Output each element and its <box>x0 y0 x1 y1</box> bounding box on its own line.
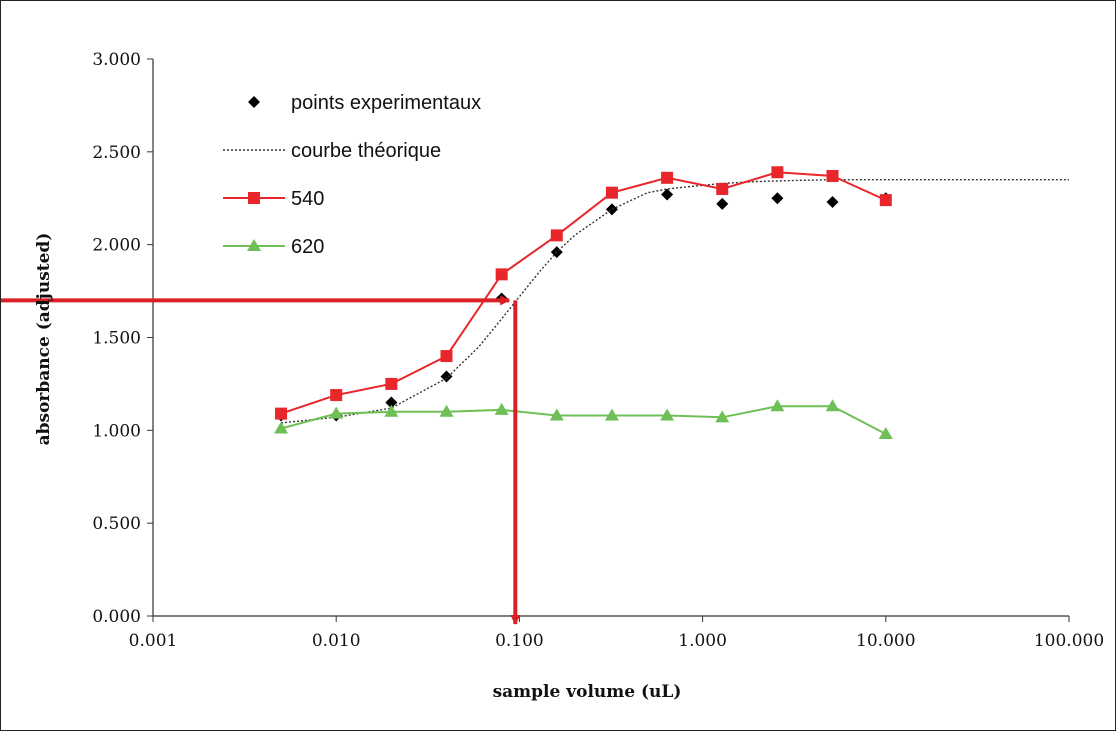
data-point <box>770 399 785 412</box>
data-point <box>385 377 398 390</box>
data-point <box>440 370 453 383</box>
legend-label: 540 <box>291 188 324 210</box>
x-tick-label: 100.000 <box>1034 631 1104 651</box>
data-point <box>495 268 508 281</box>
data-point <box>275 407 288 420</box>
series-620 <box>274 399 893 440</box>
data-point <box>549 408 564 421</box>
data-point <box>550 229 563 242</box>
data-point <box>494 402 509 415</box>
y-tick-label: 0.500 <box>92 514 141 534</box>
legend-marker <box>247 239 261 251</box>
data-point <box>329 406 344 419</box>
annotation-arrows <box>1 295 521 625</box>
y-axis-title: absorbance (adjusted) <box>34 233 54 446</box>
series-line <box>281 178 1069 424</box>
data-point <box>826 169 839 182</box>
data-point <box>384 404 399 417</box>
legend-label: courbe théorique <box>291 140 441 162</box>
axes: 0.000 0.500 1.000 1.500 2.000 2.500 3.000 0.001… <box>92 50 1104 651</box>
y-tick-label: 3.000 <box>92 50 141 70</box>
data-point <box>274 421 289 434</box>
data-point <box>771 192 784 205</box>
series-line <box>280 405 887 435</box>
legend-entry: courbe théorique <box>223 140 441 162</box>
data-point <box>715 410 730 423</box>
data-point <box>439 404 454 417</box>
series-line <box>280 171 887 415</box>
data-point <box>878 427 893 440</box>
x-tick-label: 10.000 <box>856 631 915 651</box>
x-tick-label: 0.010 <box>312 631 361 651</box>
y-tick-label: 0.000 <box>92 607 141 627</box>
data-point <box>771 166 784 179</box>
data-point <box>826 195 839 208</box>
data-point <box>825 399 840 412</box>
x-tick-label: 0.100 <box>495 631 544 651</box>
data-point <box>604 408 619 421</box>
legend-label: 620 <box>291 236 324 258</box>
legend-marker <box>248 192 260 204</box>
legend-entry: 540 <box>223 188 324 210</box>
series-courbe-th-orique <box>281 178 1069 424</box>
legend-entry: points experimentaux <box>248 92 481 114</box>
plot-area <box>274 166 1069 440</box>
data-point <box>440 350 453 363</box>
data-point <box>661 188 674 201</box>
series-540 <box>275 166 892 420</box>
y-tick-label: 2.000 <box>92 236 141 256</box>
series-points-experimentaux <box>275 188 892 422</box>
x-tick-label: 0.001 <box>129 631 178 651</box>
y-tick-label: 2.500 <box>92 143 141 163</box>
legend: points experimentaux courbe théorique 540 6… <box>223 92 481 258</box>
data-point <box>661 171 674 184</box>
data-point <box>605 203 618 216</box>
legend-marker <box>248 96 260 108</box>
x-axis-title: sample volume (uL) <box>493 682 682 702</box>
data-point <box>330 389 343 402</box>
y-tick-label: 1.000 <box>92 421 141 441</box>
legend-label: points experimentaux <box>291 92 481 114</box>
legend-entry: 620 <box>223 236 324 258</box>
data-point <box>879 194 892 207</box>
data-point <box>716 197 729 210</box>
data-point <box>716 182 729 195</box>
data-point <box>385 396 398 409</box>
data-point <box>605 186 618 199</box>
x-tick-label: 1.000 <box>678 631 727 651</box>
y-tick-label: 1.500 <box>92 329 141 349</box>
data-point <box>660 408 675 421</box>
